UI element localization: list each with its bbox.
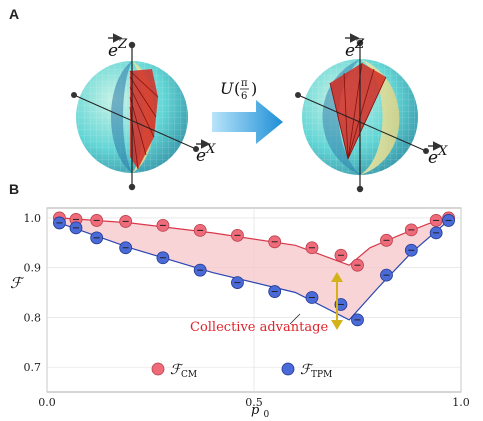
marker-cm <box>404 223 418 237</box>
x-axis-label: p 0 <box>251 403 269 420</box>
y-axis-label: ℱ <box>10 274 25 292</box>
operator-label: U <box>220 79 234 98</box>
legend-label-cm: ℱCM <box>170 362 197 380</box>
operator-arg-num: π <box>241 78 248 89</box>
y-tick-label: 0.8 <box>24 311 42 324</box>
axis-x-label-right: eX <box>428 144 448 168</box>
marker-tpm <box>268 285 282 298</box>
marker-tpm <box>69 221 83 235</box>
marker-tpm <box>156 251 170 265</box>
marker-cm <box>380 233 393 247</box>
state-fan-before <box>129 69 159 170</box>
legend-label-tpm: ℱTPM <box>300 362 332 380</box>
x-tick-label: 0.5 <box>245 396 263 409</box>
marker-cm <box>193 223 207 237</box>
marker-cm <box>268 235 282 249</box>
x-tick-label: 0.0 <box>38 396 56 409</box>
panel-b-label: B <box>9 181 20 197</box>
y-tick-label: 0.7 <box>24 361 42 374</box>
marker-tpm <box>351 313 364 327</box>
operator-paren-close: ) <box>251 79 257 98</box>
legend-marker-cm <box>151 362 165 376</box>
marker-tpm <box>53 216 66 230</box>
annotation-leader <box>289 313 301 325</box>
marker-cm <box>351 258 364 272</box>
panel-a-label: A <box>9 6 20 22</box>
marker-tpm <box>429 226 443 240</box>
marker-cm <box>119 215 133 228</box>
axis-x-label-left: eX <box>196 142 216 166</box>
y-tick-label: 0.9 <box>24 262 42 275</box>
y-tick-label: 1.0 <box>24 212 42 225</box>
marker-tpm <box>231 276 244 289</box>
marker-tpm <box>442 214 455 227</box>
panel-a-diagram: eZ eX U ( π 6 ) eZ eX <box>71 33 448 193</box>
axis-z-label-right: eZ <box>345 37 365 61</box>
marker-cm <box>305 241 319 255</box>
marker-tpm <box>119 241 133 255</box>
operator-arrow-icon <box>212 100 283 144</box>
marker-tpm <box>380 268 393 282</box>
annotation-text: Collective advantage <box>190 320 328 335</box>
axis-z-label-left: eZ <box>108 37 128 61</box>
marker-tpm <box>305 291 319 304</box>
collective-advantage-area <box>59 217 449 320</box>
marker-tpm <box>193 263 207 277</box>
bloch-sphere-before <box>71 41 199 191</box>
marker-tpm <box>404 243 418 257</box>
bloch-sphere-after <box>295 39 429 193</box>
x-tick-label: 1.0 <box>452 396 470 409</box>
axis-ticks: 1.0 0.9 0.8 0.7 0.0 0.5 1.0 <box>24 212 470 409</box>
marker-tpm <box>90 231 104 245</box>
operator-arg-den: 6 <box>241 91 247 102</box>
marker-cm <box>334 248 348 262</box>
curve-tpm <box>59 219 449 321</box>
legend-marker-tpm <box>281 362 295 376</box>
marker-cm <box>231 228 244 242</box>
advantage-arrow-icon <box>331 272 343 330</box>
operator-paren-open: ( <box>234 79 240 98</box>
legend: ℱCM ℱTPM <box>151 362 332 380</box>
marker-cm <box>90 214 104 227</box>
marker-cm <box>429 214 443 227</box>
marker-cm <box>156 219 170 232</box>
fidelity-chart: 1.0 0.9 0.8 0.7 0.0 0.5 1.0 Collective advanta… <box>10 207 470 420</box>
